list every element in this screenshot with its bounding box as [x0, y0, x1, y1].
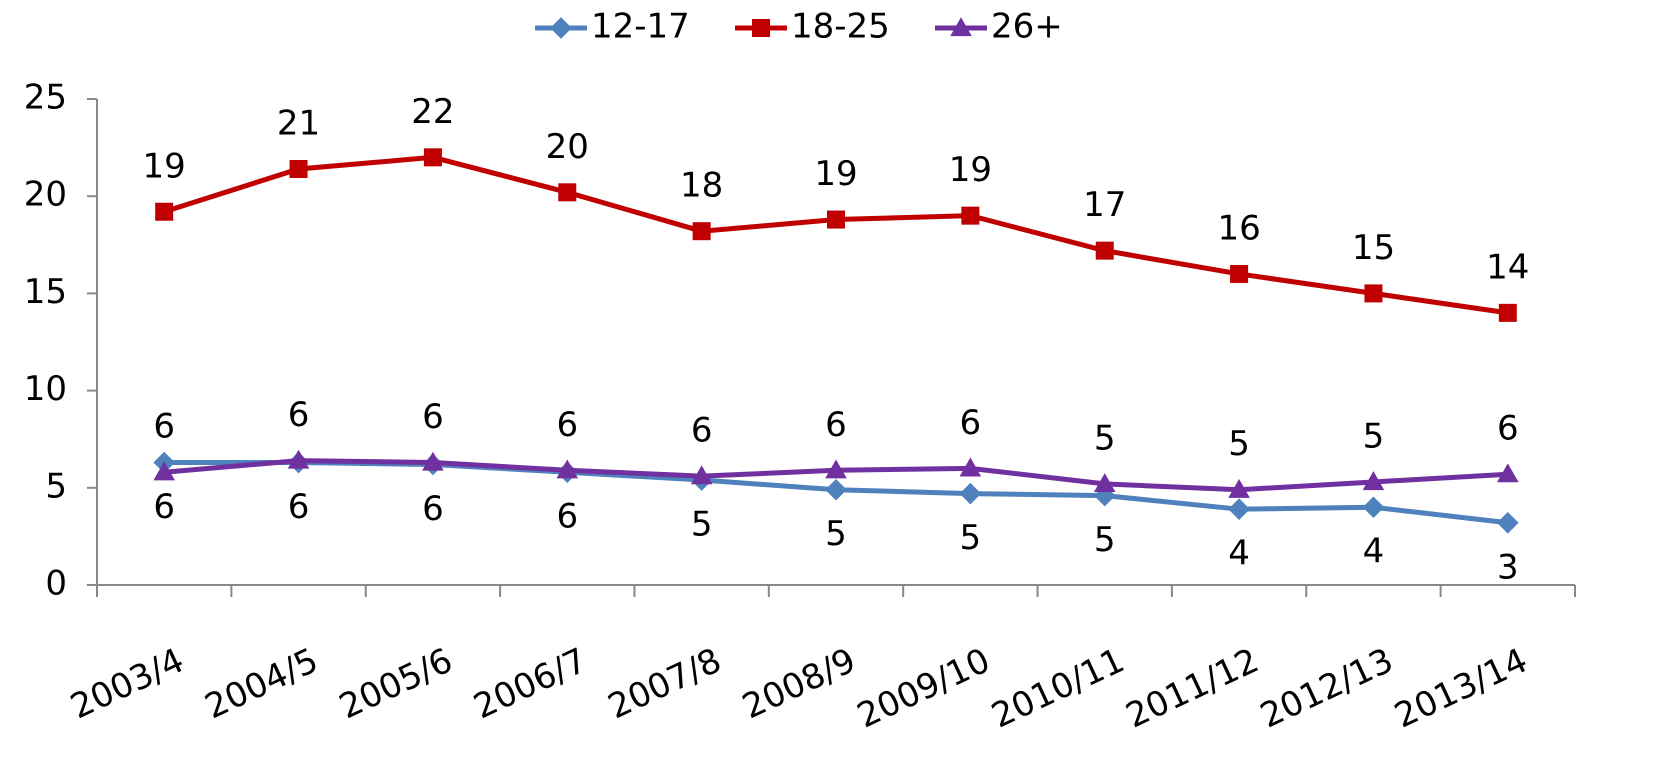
data-label: 4 [1228, 534, 1250, 574]
legend-label: 26+ [991, 7, 1063, 47]
x-tick-label: 2003/4 [65, 641, 190, 728]
data-label: 5 [1363, 416, 1385, 456]
x-tick-label: 2004/5 [199, 641, 324, 728]
data-label: 6 [1497, 409, 1519, 449]
y-tick-label: 5 [45, 466, 67, 506]
x-tick-label: 2013/14 [1389, 641, 1534, 737]
data-label: 15 [1352, 228, 1395, 268]
y-tick-label: 0 [45, 564, 67, 604]
x-tick-label: 2010/11 [986, 641, 1131, 737]
data-label: 5 [1094, 520, 1116, 560]
data-label: 6 [422, 397, 444, 437]
marker [422, 451, 444, 471]
marker [1230, 264, 1249, 283]
marker [287, 449, 310, 469]
marker [690, 465, 713, 485]
x-tick-label: 2011/12 [1120, 641, 1265, 737]
data-label: 20 [546, 127, 589, 167]
data-label: 6 [691, 411, 713, 451]
data-label: 6 [153, 407, 175, 447]
data-label: 5 [825, 514, 847, 554]
data-label: 6 [825, 405, 847, 445]
marker [959, 457, 982, 477]
marker [289, 159, 308, 178]
marker [825, 478, 847, 501]
data-label: 16 [1217, 208, 1260, 248]
data-label: 6 [556, 497, 578, 537]
marker [558, 183, 577, 202]
data-label: 3 [1497, 547, 1519, 587]
data-label: 5 [960, 518, 982, 558]
marker [550, 17, 572, 39]
marker [556, 459, 579, 479]
x-tick-label: 2012/13 [1254, 641, 1399, 737]
data-label: 6 [556, 405, 578, 445]
marker [1362, 496, 1385, 519]
data-label: 17 [1083, 185, 1126, 225]
marker [1364, 284, 1383, 303]
legend-label: 18-25 [791, 7, 890, 47]
data-label: 6 [288, 487, 310, 527]
data-label: 6 [288, 395, 310, 435]
marker [1093, 473, 1116, 493]
marker [423, 148, 442, 167]
marker [950, 17, 972, 37]
y-tick-label: 25 [24, 78, 67, 118]
data-label: 5 [1228, 424, 1250, 464]
marker [692, 222, 711, 241]
y-tick-label: 10 [24, 369, 67, 409]
marker [752, 19, 770, 37]
marker [1095, 241, 1114, 260]
marker [825, 459, 847, 479]
data-label: 21 [277, 103, 320, 143]
marker [1497, 511, 1519, 534]
data-label: 5 [1094, 418, 1116, 458]
x-tick-label: 2006/7 [468, 641, 593, 728]
data-label: 6 [422, 489, 444, 529]
marker [827, 210, 845, 229]
data-label: 18 [680, 166, 723, 206]
x-tick-label: 2008/9 [736, 641, 861, 728]
data-label: 14 [1486, 247, 1529, 287]
marker [153, 461, 175, 481]
x-tick-label: 2005/6 [333, 641, 458, 728]
marker [1228, 478, 1250, 498]
data-label: 19 [949, 150, 992, 190]
marker [1497, 463, 1519, 483]
data-label: 19 [143, 146, 186, 186]
x-tick-label: 2007/8 [602, 641, 727, 728]
x-tick-label: 2009/10 [851, 641, 996, 737]
marker [1228, 498, 1250, 520]
marker [1362, 471, 1385, 491]
data-label: 6 [960, 403, 982, 443]
data-label: 19 [814, 154, 857, 194]
data-label: 6 [153, 487, 175, 527]
marker [961, 206, 980, 225]
marker [959, 482, 982, 505]
marker [1498, 303, 1517, 322]
data-label: 4 [1363, 532, 1385, 572]
data-label: 22 [411, 92, 454, 132]
data-label: 5 [691, 505, 713, 545]
marker [155, 202, 174, 221]
y-tick-label: 20 [24, 175, 67, 215]
y-tick-label: 15 [24, 272, 67, 312]
legend-label: 12-17 [591, 7, 690, 47]
